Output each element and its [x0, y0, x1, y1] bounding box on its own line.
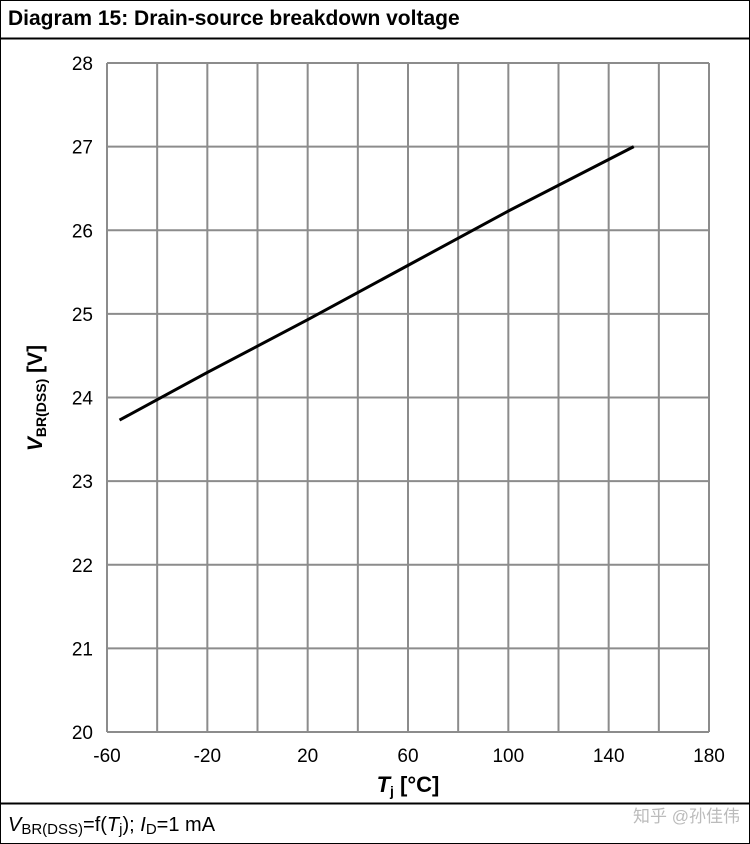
x-label-part: j [389, 783, 394, 799]
footnote-part: =1 mA [157, 814, 216, 836]
x-label-part: T [377, 772, 392, 797]
x-tick-label: 180 [693, 746, 725, 767]
footnote-part: =f( [83, 814, 107, 836]
footnote-part: V [8, 814, 23, 836]
y-tick-label: 23 [72, 472, 93, 493]
y-tick-label: 21 [72, 639, 93, 660]
y-tick-label: 26 [72, 221, 93, 242]
y-axis-label: VBR(DSS) [V] [24, 345, 49, 451]
y-label-part: [V] [24, 345, 47, 379]
y-label-part: BR(DSS) [33, 379, 49, 437]
footnote-part: ); [122, 814, 140, 836]
x-tick-label: 60 [397, 746, 418, 767]
y-tick-label: 25 [72, 305, 93, 326]
footnote-part: BR(DSS) [21, 821, 83, 838]
y-tick-label: 28 [72, 54, 93, 75]
footnote: VBR(DSS)=f(Tj); ID=1 mA [8, 814, 216, 838]
x-tick-label: 20 [297, 746, 318, 767]
chart-title: Diagram 15: Drain-source breakdown volta… [8, 7, 460, 30]
footnote-part: T [107, 814, 121, 836]
y-tick-label: 22 [72, 556, 93, 577]
footnote-part: D [146, 821, 157, 838]
x-tick-label: 140 [593, 746, 625, 767]
y-label-part: V [24, 435, 47, 451]
footnote-part: I [140, 814, 146, 836]
x-axis-label: Tj [°C] [377, 772, 440, 799]
x-label-part: [°C] [394, 772, 439, 797]
watermark: 知乎 @孙佳伟 [633, 807, 740, 826]
footnote-part: j [118, 821, 122, 838]
data-line [118, 145, 635, 422]
x-tick-label: -20 [194, 746, 221, 767]
y-tick-label: 27 [72, 138, 93, 159]
y-tick-label: 20 [72, 723, 93, 744]
x-tick-label: -60 [93, 746, 120, 767]
y-tick-label: 24 [72, 389, 94, 410]
x-tick-label: 100 [492, 746, 524, 767]
